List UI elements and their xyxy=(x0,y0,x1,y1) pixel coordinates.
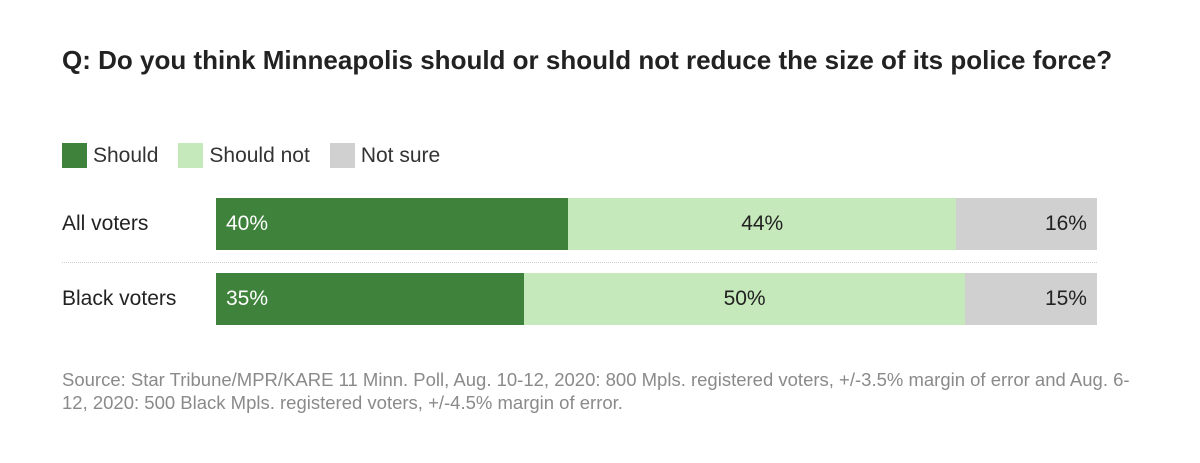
chart-title: Q: Do you think Minneapolis should or sh… xyxy=(62,45,1113,75)
legend-item-should-not: Should not xyxy=(178,143,310,168)
bar-segment-black-voters-should-not: 50% xyxy=(524,273,965,325)
data-label-black-voters-should: 35% xyxy=(226,287,269,310)
row-divider xyxy=(62,262,1097,263)
data-label-black-voters-should-not: 50% xyxy=(723,287,766,310)
row-label-black-voters: Black voters xyxy=(62,287,177,310)
bar-segment-black-voters-should: 35% xyxy=(216,273,525,325)
bar-all-voters: 40% 44% 16% xyxy=(216,198,1097,250)
legend-swatch-should-not xyxy=(178,143,204,168)
bar-segment-black-voters-not-sure: 15% xyxy=(964,273,1097,325)
data-label-all-voters-should: 40% xyxy=(226,212,269,235)
data-label-black-voters-not-sure: 15% xyxy=(1044,287,1087,310)
legend-swatch-should xyxy=(62,143,87,168)
legend-label-not-sure: Not sure xyxy=(360,143,441,167)
bar-segment-all-voters-should-not: 44% xyxy=(568,198,957,250)
legend-label-should-not: Should not xyxy=(209,143,310,167)
source-note: Source: Star Tribune/MPR/KARE 11 Minn. P… xyxy=(62,369,1130,413)
row-label-all-voters: All voters xyxy=(62,212,149,235)
legend-swatch-not-sure xyxy=(329,143,355,168)
legend-item-should: Should xyxy=(62,143,158,168)
legend: Should Should not Not sure xyxy=(62,143,460,168)
legend-label-should: Should xyxy=(93,143,159,167)
bar-black-voters: 35% 50% 15% xyxy=(216,273,1097,325)
legend-item-not-sure: Not sure xyxy=(329,143,441,168)
bar-segment-all-voters-not-sure: 16% xyxy=(956,198,1097,250)
data-label-all-voters-should-not: 44% xyxy=(741,212,784,235)
bar-segment-all-voters-should: 40% xyxy=(216,198,569,250)
data-label-all-voters-not-sure: 16% xyxy=(1044,212,1087,235)
